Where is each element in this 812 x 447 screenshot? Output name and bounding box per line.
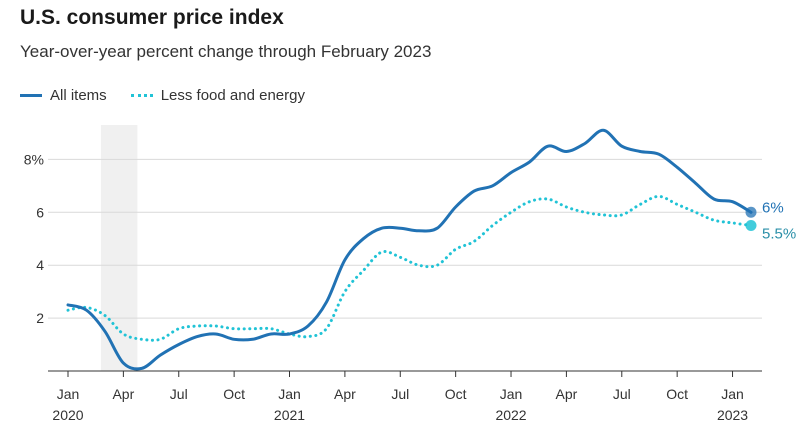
y-tick-label: 6 <box>36 204 44 220</box>
x-tick-label: Jul <box>170 386 188 402</box>
y-tick-label: 2 <box>36 310 44 326</box>
x-tick-label: Jul <box>391 386 409 402</box>
legend-swatch-dotted <box>130 94 153 97</box>
series-line-core <box>66 194 753 342</box>
x-tick-label: Apr <box>556 386 578 402</box>
legend-label-core: Less food and energy <box>160 87 305 104</box>
legend-swatch-solid <box>20 94 42 97</box>
y-tick-label: 8% <box>24 151 44 167</box>
x-tick-label: Apr <box>112 386 134 402</box>
end-label-core: 5.5% <box>762 226 796 243</box>
legend-item-core: Less food and energy <box>130 87 305 104</box>
x-tick-label: Apr <box>334 386 356 402</box>
x-tick-label: Oct <box>445 386 467 402</box>
recession-band <box>100 125 138 371</box>
x-tick-year-label: 2020 <box>52 407 83 423</box>
x-tick-label: Oct <box>223 386 245 402</box>
legend-item-all-items: All items <box>20 87 107 104</box>
chart-title: U.S. consumer price index <box>20 6 284 29</box>
x-tick-label: Jan <box>278 386 301 402</box>
chart-subtitle: Year-over-year percent change through Fe… <box>20 42 432 61</box>
y-tick-label: 4 <box>36 257 44 273</box>
x-tick-year-label: 2022 <box>495 407 526 423</box>
legend: All items Less food and energy <box>20 87 329 104</box>
end-marker-all-items <box>745 206 757 218</box>
x-tick-label: Jan <box>721 386 744 402</box>
x-tick-label: Jan <box>57 386 80 402</box>
series-line-all-items <box>66 128 753 371</box>
end-label-all-items: 6% <box>762 199 784 216</box>
x-tick-year-label: 2021 <box>274 407 305 423</box>
x-tick-label: Jan <box>500 386 523 402</box>
x-tick-label: Oct <box>666 386 688 402</box>
x-tick-label: Jul <box>613 386 631 402</box>
x-tick-year-label: 2023 <box>717 407 748 423</box>
end-marker-core <box>745 220 757 232</box>
legend-label-all-items: All items <box>50 87 107 104</box>
